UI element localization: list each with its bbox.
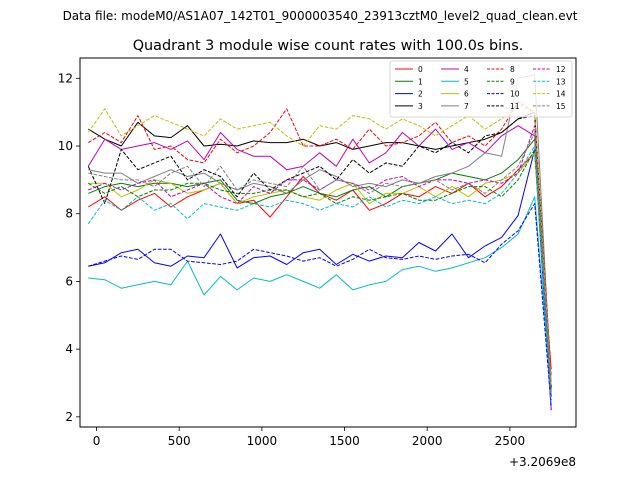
series-line-11 [87,115,552,390]
x-tick-label: 500 [168,434,191,448]
y-tick-label: 12 [58,71,73,85]
series-line-5 [88,196,552,397]
series-line-6 [88,152,552,390]
axes-frame [79,57,577,428]
series-line-14 [87,104,552,387]
chart-title: Quadrant 3 module wise count rates with … [133,38,524,54]
series-line-15 [88,132,552,384]
y-tick-label: 6 [65,274,73,288]
legend-label-3: 3 [418,102,423,111]
legend-label-5: 5 [464,77,469,86]
figure-suptitle: Data file: modeM0/AS1A07_142T01_90000035… [63,9,578,23]
legend-label-10: 10 [510,90,520,99]
x-tick-label: 2500 [495,434,526,448]
legend-label-8: 8 [510,65,515,74]
y-tick-label: 4 [65,342,73,356]
series-line-7 [88,74,552,387]
legend-label-4: 4 [464,65,469,74]
series-group [87,74,552,411]
series-line-4 [87,125,552,411]
legend-label-1: 1 [418,77,423,86]
series-line-3 [88,111,552,397]
x-tick-label: 0 [93,434,101,448]
legend-label-0: 0 [418,65,423,74]
y-tick-label: 2 [65,410,73,424]
series-line-1 [88,138,552,387]
legend-label-7: 7 [464,102,469,111]
series-line-8 [88,101,552,377]
legend-label-15: 15 [556,102,566,111]
series-line-9 [88,148,552,397]
legend-label-14: 14 [556,90,566,99]
legend-label-11: 11 [510,102,520,111]
legend-label-6: 6 [464,90,469,99]
series-line-10 [88,203,552,407]
x-offset-label: +3.2069e8 [509,455,576,469]
x-tick-label: 1000 [247,434,278,448]
x-tick-label: 2000 [412,434,443,448]
x-tick-label: 1500 [329,434,360,448]
legend-label-2: 2 [418,90,423,99]
series-line-2 [88,148,552,411]
legend-box [389,60,573,118]
y-tick-label: 8 [65,207,73,221]
legend-label-12: 12 [556,65,566,74]
legend-label-13: 13 [556,77,566,86]
series-line-13 [87,145,552,404]
y-tick-label: 10 [58,139,73,153]
legend-label-9: 9 [510,77,515,86]
series-line-12 [88,125,552,400]
